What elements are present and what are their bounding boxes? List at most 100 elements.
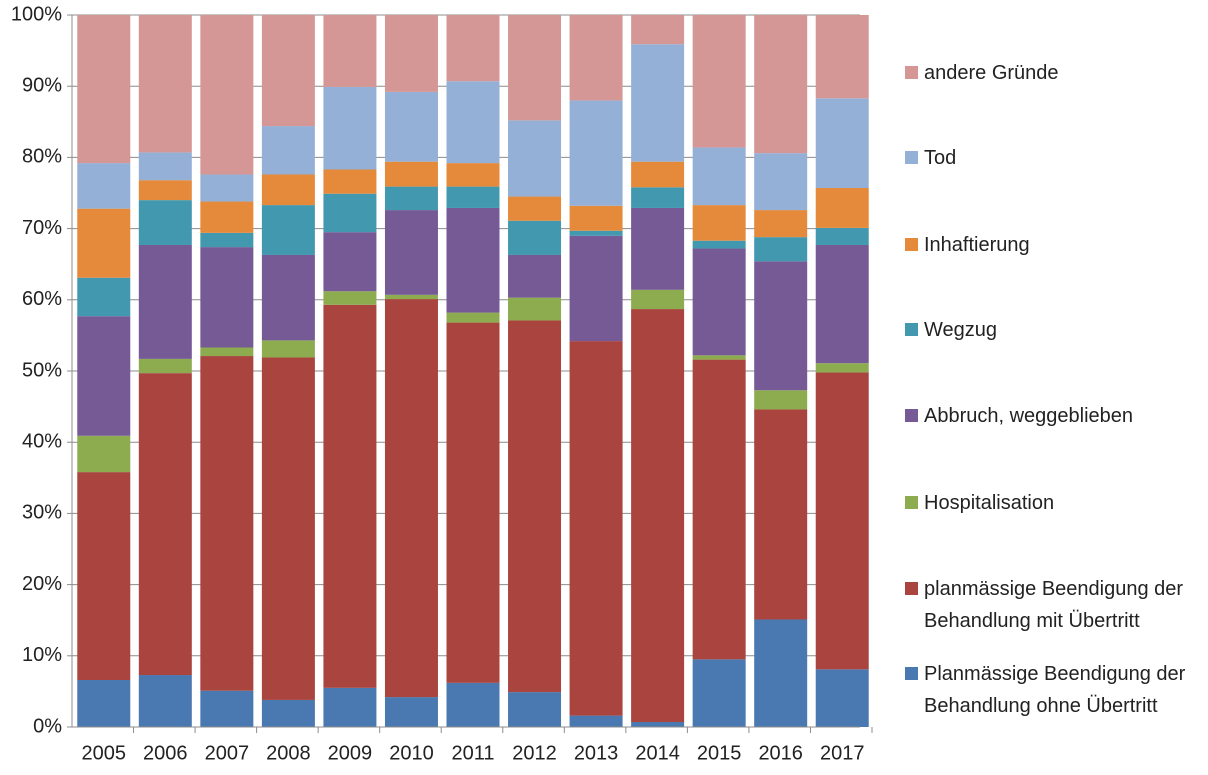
y-tick-label: 30%	[22, 502, 62, 524]
bar-segment	[323, 193, 377, 233]
bar-segment	[815, 227, 869, 245]
x-tick-label: 2005	[82, 742, 127, 764]
y-tick-label: 100%	[11, 3, 62, 25]
bar-segment	[692, 355, 746, 360]
bar-segment	[569, 230, 623, 236]
bar-segment	[323, 15, 377, 87]
bar-segment	[446, 312, 500, 323]
legend-swatch	[905, 323, 918, 336]
bar-segment	[631, 289, 685, 310]
bar-segment	[261, 699, 315, 727]
x-tick-label: 2012	[512, 742, 557, 764]
bar-segment	[323, 169, 377, 194]
y-tick-label: 10%	[22, 644, 62, 666]
legend-label: Abbruch, weggeblieben	[924, 405, 1134, 427]
legend-swatch	[905, 582, 918, 595]
y-tick-label: 60%	[22, 288, 62, 310]
bar-segment	[138, 244, 192, 359]
bar-segment	[77, 163, 131, 209]
y-tick-label: 80%	[22, 146, 62, 168]
y-tick-label: 0%	[33, 715, 62, 737]
bar-segment	[569, 235, 623, 342]
legend-swatch	[905, 496, 918, 509]
bar-segment	[815, 244, 869, 364]
bar-segment	[261, 357, 315, 700]
bar-segment	[569, 715, 623, 727]
bar-segment	[200, 247, 254, 348]
bar-segment	[754, 619, 808, 727]
bar-segment	[77, 435, 131, 473]
bar-segment	[384, 697, 438, 727]
bar-segment	[815, 372, 869, 670]
bar-segment	[692, 248, 746, 356]
bar-segment	[384, 186, 438, 211]
bar-segment	[323, 687, 377, 727]
x-tick-label: 2007	[205, 742, 250, 764]
bar-segment	[77, 15, 131, 164]
bar-segment	[138, 675, 192, 727]
bar-segment	[446, 81, 500, 164]
bar-segment	[815, 188, 869, 228]
x-tick-label: 2011	[451, 742, 494, 764]
bar-segment	[692, 147, 746, 206]
legend-entry: Wegzug	[905, 314, 1195, 346]
bar-segment	[77, 208, 131, 278]
x-tick-label: 2006	[143, 742, 188, 764]
bar-segment	[200, 347, 254, 357]
bar-segment	[692, 15, 746, 148]
bar-segment	[508, 254, 562, 298]
bar-segment	[692, 659, 746, 727]
bar-segment	[446, 682, 500, 727]
bar-segment	[569, 15, 623, 101]
bar-segment	[815, 363, 869, 373]
bar-segment	[569, 205, 623, 231]
legend-label: planmässige Beendigung der Behandlung mi…	[924, 578, 1184, 632]
bar-segment	[138, 15, 192, 153]
bar-segment	[138, 152, 192, 181]
bar-segment	[631, 722, 685, 727]
bar-segment	[384, 161, 438, 187]
bar-segment	[754, 237, 808, 262]
legend-label: Planmässige Beendigung der Behandlung oh…	[924, 663, 1186, 717]
bar-segment	[692, 359, 746, 660]
bar-segment	[754, 15, 808, 154]
legend-label: Hospitalisation	[924, 492, 1055, 514]
x-tick-label: 2016	[758, 742, 803, 764]
bar-segment	[631, 44, 685, 162]
legend-entry: Hospitalisation	[905, 487, 1195, 519]
bar-segment	[200, 174, 254, 202]
bar-segment	[200, 15, 254, 175]
legend-entry: andere Gründe	[905, 57, 1195, 89]
bar-segment	[631, 309, 685, 723]
x-tick-label: 2017	[820, 742, 865, 764]
legend-label: Wegzug	[924, 319, 998, 341]
bar-segment	[446, 207, 500, 313]
legend-swatch	[905, 409, 918, 422]
bar-segment	[446, 15, 500, 82]
bar-segment	[815, 15, 869, 99]
y-tick-label: 50%	[22, 359, 62, 381]
bar-segment	[261, 174, 315, 206]
bar-segment	[754, 210, 808, 238]
bar-segment	[261, 15, 315, 127]
bar-segment	[754, 261, 808, 391]
bar-segment	[692, 240, 746, 249]
bar-segment	[446, 186, 500, 208]
bar-segment	[77, 472, 131, 681]
legend-swatch	[905, 66, 918, 79]
bar-segment	[261, 126, 315, 175]
x-tick-label: 2015	[697, 742, 742, 764]
bar-segment	[77, 316, 131, 436]
bar-segment	[138, 358, 192, 374]
y-tick-label: 20%	[22, 573, 62, 595]
bar-segment	[138, 373, 192, 676]
bar-segment	[323, 86, 377, 170]
bar-segment	[77, 277, 131, 317]
legend-entry: Inhaftierung	[905, 229, 1195, 261]
bar-segment	[754, 390, 808, 410]
bar-segment	[508, 15, 562, 121]
bar-segment	[323, 291, 377, 305]
bar-segment	[508, 692, 562, 727]
